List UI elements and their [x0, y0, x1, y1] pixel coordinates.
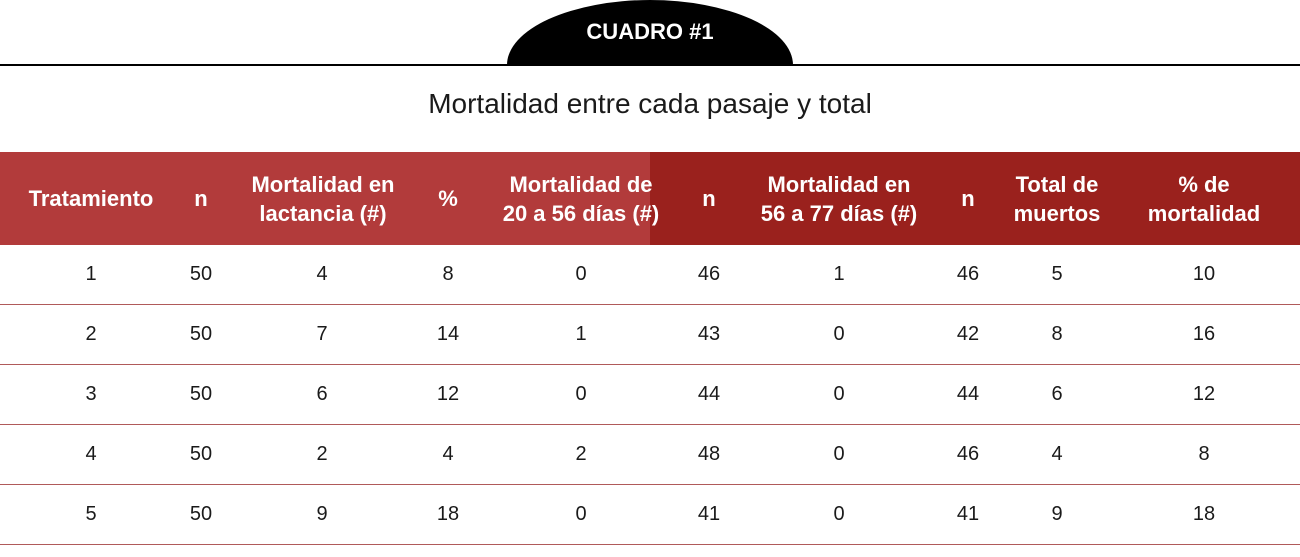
table-cell: 44 [956, 382, 980, 405]
table-cell: 0 [575, 502, 587, 525]
column-header-mortalidad-56-77: Mortalidad en 56 a 77 días (#) [760, 171, 918, 226]
top-divider [0, 64, 1300, 66]
table-row: 1 50 4 8 0 46 1 46 5 10 [0, 245, 1300, 305]
header-band-right [650, 152, 1300, 245]
table-cell: 42 [956, 322, 980, 345]
table-cell: 4 [442, 442, 454, 465]
table-cell: 50 [189, 502, 213, 525]
table-cell: 43 [697, 322, 721, 345]
table-cell: 50 [189, 382, 213, 405]
table-row: 4 50 2 4 2 48 0 46 4 8 [0, 425, 1300, 485]
table-row: 2 50 7 14 1 43 0 42 8 16 [0, 305, 1300, 365]
table-cell: 44 [697, 382, 721, 405]
table-cell: 41 [697, 502, 721, 525]
column-header-n-3: n [961, 186, 975, 211]
table-cell: 0 [833, 382, 845, 405]
table-cell: 2 [85, 322, 97, 345]
table-cell: 5 [85, 502, 97, 525]
table-cell: 12 [436, 382, 460, 405]
table-number-badge: CUADRO #1 [507, 0, 793, 65]
table-cell: 9 [1051, 502, 1063, 525]
table-cell: 41 [956, 502, 980, 525]
table-row: 5 50 9 18 0 41 0 41 9 18 [0, 485, 1300, 545]
table-row: 3 50 6 12 0 44 0 44 6 12 [0, 365, 1300, 425]
table-cell: 5 [1051, 262, 1063, 285]
table-cell: 0 [833, 322, 845, 345]
table-cell: 0 [575, 382, 587, 405]
table-cell: 8 [1051, 322, 1063, 345]
table-cell: 10 [1192, 262, 1216, 285]
table-cell: 4 [85, 442, 97, 465]
column-header-total-muertos: Total de muertos [1013, 171, 1101, 226]
table-title: Mortalidad entre cada pasaje y total [428, 88, 872, 119]
table-cell: 8 [1198, 442, 1210, 465]
table-cell: 16 [1192, 322, 1216, 345]
table-cell: 0 [575, 262, 587, 285]
column-header-tratamiento: Tratamiento [28, 186, 154, 211]
table-cell: 8 [442, 262, 454, 285]
table-cell: 3 [85, 382, 97, 405]
table-cell: 0 [833, 442, 845, 465]
table-cell: 4 [316, 262, 328, 285]
table-cell: 7 [316, 322, 328, 345]
table-cell: 1 [833, 262, 845, 285]
column-header-percent: % [438, 186, 458, 211]
table-cell: 46 [956, 262, 980, 285]
column-header-n-2: n [702, 186, 716, 211]
table-cell: 46 [956, 442, 980, 465]
table-cell: 2 [575, 442, 587, 465]
table-cell: 50 [189, 322, 213, 345]
table-cell: 18 [1192, 502, 1216, 525]
column-header-mortalidad-20-56: Mortalidad de 20 a 56 días (#) [502, 171, 660, 226]
column-header-n: n [194, 186, 208, 211]
table-cell: 4 [1051, 442, 1063, 465]
table-cell: 46 [697, 262, 721, 285]
column-header-porcentaje-mortalidad: % de mortalidad [1147, 171, 1261, 226]
table-cell: 12 [1192, 382, 1216, 405]
table-cell: 14 [436, 322, 460, 345]
table-cell: 6 [1051, 382, 1063, 405]
table-cell: 9 [316, 502, 328, 525]
table-cell: 6 [316, 382, 328, 405]
table-cell: 48 [697, 442, 721, 465]
table-cell: 18 [436, 502, 460, 525]
table-cell: 0 [833, 502, 845, 525]
table-cell: 2 [316, 442, 328, 465]
table-cell: 1 [85, 262, 97, 285]
table-cell: 50 [189, 262, 213, 285]
column-header-mortalidad-lactancia: Mortalidad en lactancia (#) [251, 171, 395, 226]
table-cell: 50 [189, 442, 213, 465]
table-cell: 1 [575, 322, 587, 345]
badge-label: CUADRO #1 [586, 18, 714, 44]
header-band-left [0, 152, 650, 245]
